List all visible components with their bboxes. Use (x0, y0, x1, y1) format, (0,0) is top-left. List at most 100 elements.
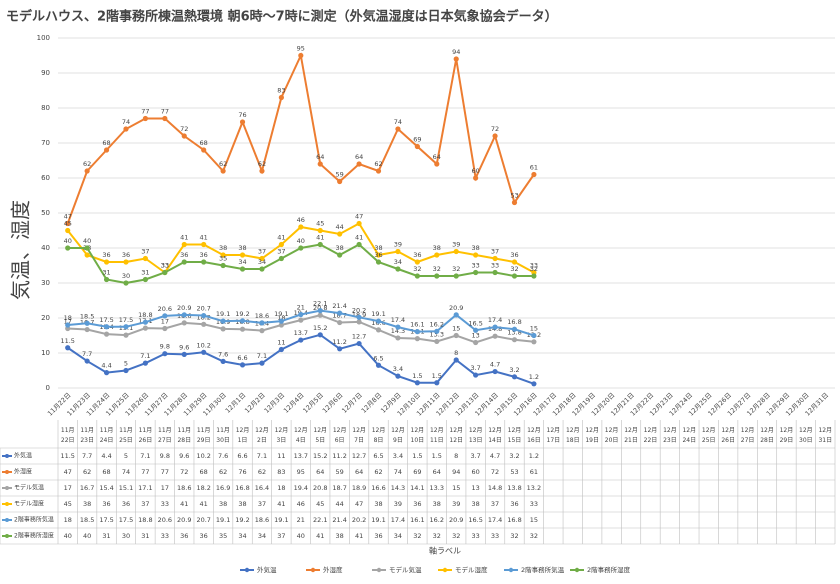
data-point (259, 266, 265, 272)
data-point (220, 326, 226, 332)
table-cell: 37 (141, 500, 149, 508)
table-cell: 36 (122, 500, 130, 508)
data-point (317, 312, 323, 318)
data-point (201, 321, 207, 327)
data-label: 30 (122, 272, 130, 280)
table-header: 12月 5日 (313, 427, 327, 444)
table-cell: 16.9 (216, 484, 230, 492)
table-header: 12月 18日 (566, 427, 580, 444)
y-tick-label: 80 (41, 104, 50, 112)
data-point (278, 346, 284, 353)
data-point (356, 319, 362, 325)
data-label: 37 (141, 248, 149, 256)
data-point (65, 245, 71, 251)
table-cell: 19.1 (371, 516, 385, 524)
table-cell: 45 (64, 500, 72, 508)
data-point (298, 311, 304, 318)
data-label: 19.1 (371, 310, 385, 318)
data-label: 4.4 (101, 362, 111, 370)
legend-key (376, 567, 382, 573)
data-label: 15 (452, 325, 460, 333)
data-label: 34 (238, 258, 246, 266)
data-label: 9.6 (179, 343, 189, 351)
data-label: 18.8 (138, 311, 152, 319)
data-point (259, 255, 265, 262)
table-cell: 6.5 (373, 452, 383, 460)
data-point (453, 248, 459, 255)
data-point (201, 147, 207, 153)
table-cell: 15.2 (313, 452, 327, 460)
table-row-label: 2階事務所湿度 (14, 532, 54, 540)
data-label: 20.6 (158, 305, 172, 313)
legend-key (310, 567, 316, 573)
data-point (65, 227, 71, 234)
data-label: 44 (336, 223, 344, 231)
table-cell: 18 (64, 516, 72, 524)
table-cell: 16.8 (235, 484, 249, 492)
data-point (123, 126, 129, 132)
data-point (337, 252, 343, 258)
y-axis-title: 気温、湿度 (9, 200, 33, 300)
table-cell: 21 (297, 516, 305, 524)
data-label: 16.1 (410, 321, 424, 329)
data-label: 20.2 (352, 306, 366, 314)
data-label: 47 (64, 213, 72, 221)
data-label: 41 (355, 234, 363, 242)
table-header: 12月 1日 (236, 427, 250, 444)
table-cell: 32 (452, 532, 460, 540)
data-point (259, 360, 265, 366)
data-point (337, 231, 343, 237)
data-point (181, 241, 187, 248)
table-cell: 36 (200, 532, 208, 540)
table-cell: 30 (122, 532, 130, 540)
table-cell: 33 (161, 532, 169, 540)
y-tick-label: 0 (46, 384, 50, 392)
data-point (259, 328, 265, 334)
table-cell: 47 (355, 500, 363, 508)
table-cell: 94 (452, 468, 460, 476)
table-header: 12月 11日 (430, 427, 444, 444)
table-header: 12月 25日 (702, 427, 716, 444)
table-header: 12月 24日 (682, 427, 696, 444)
y-tick-label: 60 (41, 174, 50, 182)
data-point (375, 362, 382, 368)
table-header: 12月 6日 (333, 427, 347, 444)
data-label: 33 (161, 262, 169, 270)
data-label: 19.1 (216, 310, 230, 318)
data-point (84, 358, 90, 364)
table-cell: 36 (102, 500, 110, 508)
data-label: 16.8 (507, 318, 521, 326)
data-label: 13.7 (294, 329, 308, 337)
table-cell: 11.2 (332, 452, 346, 460)
table-cell: 9.6 (179, 452, 189, 460)
data-label: 20.9 (177, 304, 191, 312)
table-cell: 9.8 (160, 452, 170, 460)
data-point (473, 339, 479, 346)
table-cell: 35 (219, 532, 227, 540)
table-legend-key (5, 454, 9, 458)
table-cell: 41 (277, 500, 285, 508)
table-cell: 40 (64, 532, 72, 540)
table-cell: 64 (316, 468, 324, 476)
data-label: 1.2 (529, 373, 539, 381)
table-legend-key (5, 486, 9, 490)
table-cell: 44 (336, 500, 344, 508)
table-header: 12月 31日 (818, 427, 832, 444)
table-cell: 32 (433, 532, 441, 540)
table-cell: 45 (316, 500, 324, 508)
data-label: 62 (258, 160, 266, 168)
data-label: 18 (277, 314, 285, 322)
data-label: 7.7 (82, 350, 92, 358)
data-label: 7.1 (257, 352, 267, 360)
data-label: 39 (452, 241, 460, 249)
data-point (531, 332, 537, 339)
data-label: 18.6 (255, 312, 269, 320)
table-header: 11月 28日 (177, 427, 191, 444)
data-label: 21 (297, 304, 305, 312)
data-label: 22.1 (313, 300, 327, 308)
table-cell: 62 (374, 468, 382, 476)
table-header: 12月 10日 (411, 427, 425, 444)
data-label: 69 (413, 136, 421, 144)
data-label: 38 (374, 244, 382, 252)
data-point (201, 259, 207, 265)
